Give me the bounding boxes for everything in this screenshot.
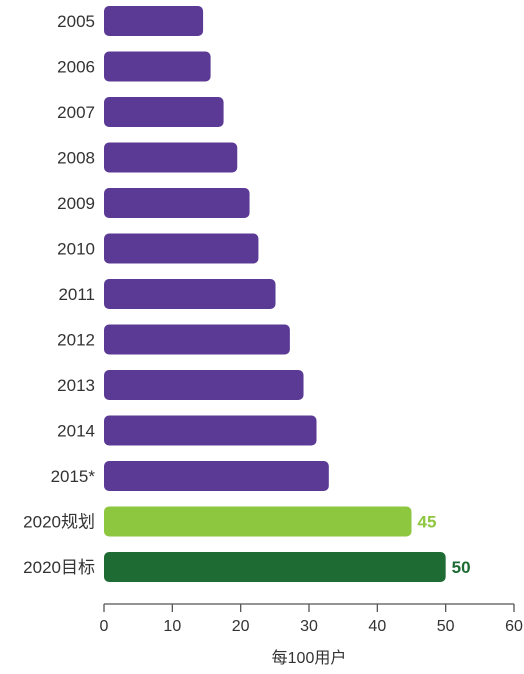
- x-tick-label-6: 60: [505, 618, 523, 635]
- x-tick-label-1: 10: [163, 618, 181, 635]
- category-label-11: 2020规划: [23, 513, 95, 532]
- category-labels: 2005 2006 2007 2008 2009 2010 2011 2012 2013 2014…: [23, 12, 95, 577]
- bar-3: [104, 142, 238, 173]
- bar-0: [104, 6, 204, 36]
- data-labels: 45 50: [418, 513, 471, 578]
- bar-6: [104, 279, 276, 309]
- x-axis-title: 每100用户: [272, 649, 347, 667]
- category-label-0: 2005: [57, 12, 95, 31]
- category-label-3: 2008: [57, 149, 95, 168]
- bar-11: [104, 506, 412, 537]
- category-label-4: 2009: [57, 194, 95, 213]
- bars-group: [104, 6, 446, 582]
- category-label-9: 2014: [57, 422, 95, 441]
- bar-10: [104, 461, 329, 491]
- bar-4: [104, 188, 250, 218]
- bar-5: [104, 233, 259, 264]
- category-label-7: 2012: [57, 331, 95, 350]
- category-label-8: 2013: [57, 376, 95, 395]
- x-axis: 0 10 20 30 40 50 60: [100, 603, 523, 635]
- bar-9: [104, 415, 317, 446]
- x-tick-label-3: 30: [300, 618, 318, 635]
- bar-8: [104, 370, 304, 400]
- x-tick-label-2: 20: [232, 618, 250, 635]
- x-tick-label-5: 50: [437, 618, 455, 635]
- bar-1: [104, 51, 211, 82]
- category-label-2: 2007: [57, 103, 95, 122]
- category-label-6: 2011: [58, 285, 95, 304]
- bar-7: [104, 324, 290, 355]
- data-label-12: 50: [452, 558, 471, 577]
- bar-2: [104, 97, 224, 127]
- bar-12: [104, 552, 446, 582]
- data-label-11: 45: [418, 513, 437, 532]
- category-label-10: 2015*: [51, 467, 96, 486]
- category-label-1: 2006: [57, 58, 95, 77]
- category-label-12: 2020目标: [23, 558, 95, 577]
- category-label-5: 2010: [57, 240, 95, 259]
- x-tick-label-0: 0: [100, 618, 109, 635]
- x-tick-label-4: 40: [368, 618, 386, 635]
